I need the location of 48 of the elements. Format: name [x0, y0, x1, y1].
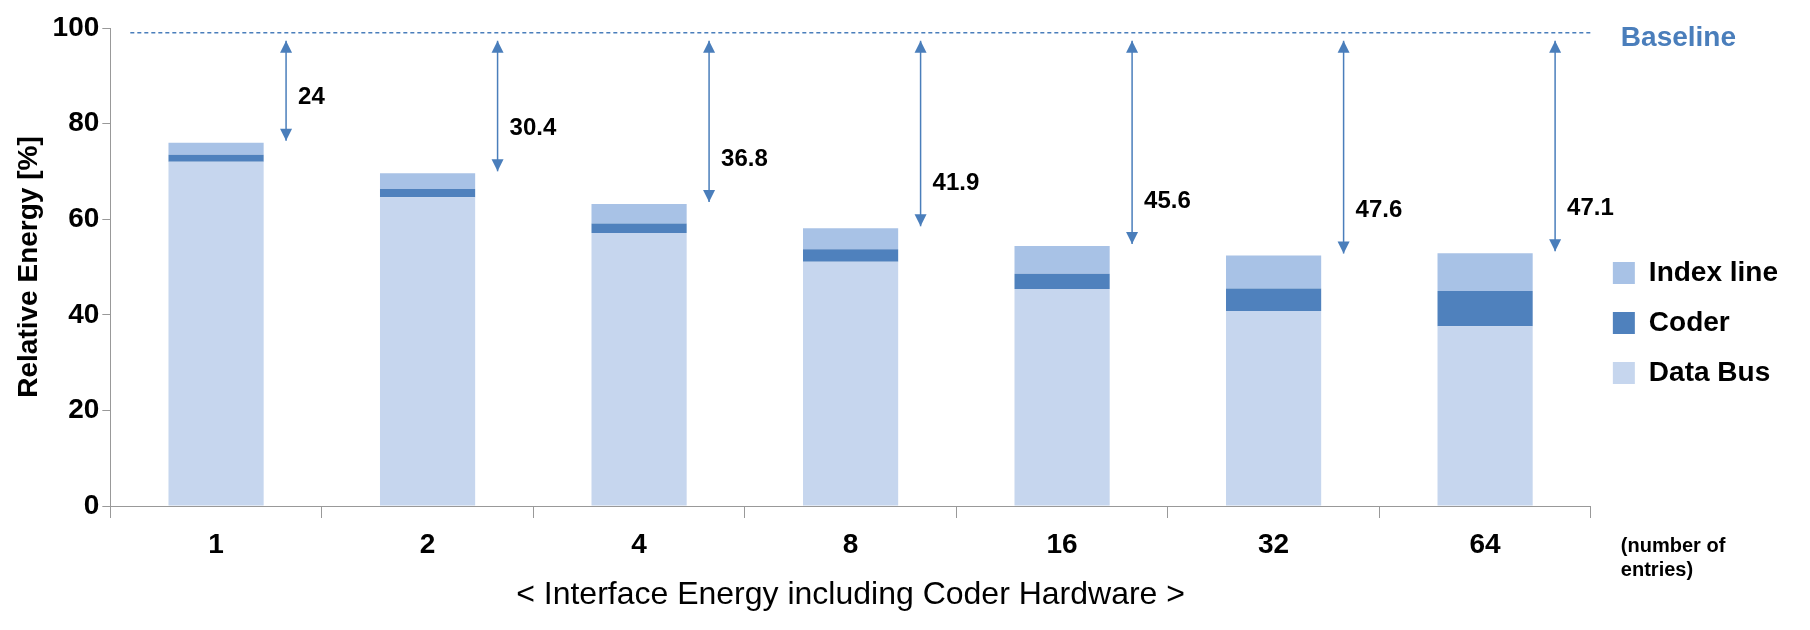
x-tick-label: 64: [1469, 527, 1502, 559]
bar: [803, 228, 899, 250]
legend-label: Data Bus: [1648, 355, 1771, 387]
annotation: 47.1: [1567, 192, 1614, 220]
legend-label: Coder: [1648, 305, 1730, 337]
bar: [168, 154, 264, 162]
x-tick-label: 4: [631, 527, 648, 559]
bar: [379, 173, 476, 190]
y-tick-label: 20: [68, 393, 100, 425]
bar: [1437, 326, 1533, 506]
bar: [1226, 288, 1322, 311]
x-tick-label: 8: [842, 527, 859, 559]
bar: [168, 161, 264, 506]
bar: [1014, 288, 1110, 506]
x-tick-label: 32: [1258, 527, 1290, 559]
annotation: 24: [298, 82, 326, 110]
bar: [591, 223, 687, 234]
annotation: 45.6: [1144, 185, 1191, 213]
bar: [1226, 310, 1322, 506]
bar: [379, 189, 476, 198]
bar: [1014, 245, 1110, 274]
x-tick-label: 16: [1046, 527, 1078, 559]
bar: [803, 261, 899, 506]
bar: [591, 233, 687, 506]
bar: [1437, 253, 1533, 291]
bar: [803, 249, 899, 262]
bar: [168, 142, 264, 155]
bar: [379, 197, 476, 506]
y-tick-label: 60: [68, 201, 100, 233]
annotation: 36.8: [721, 143, 768, 171]
bar: [591, 203, 687, 224]
y-tick-label: 40: [68, 297, 100, 329]
x-tick-label: 2: [419, 527, 436, 559]
bar: [1014, 273, 1110, 289]
y-tick-label: 0: [83, 488, 100, 520]
y-axis-title: Relative Energy [%]: [11, 136, 43, 398]
bar: [1226, 255, 1322, 289]
x-axis-title: < Interface Energy including Coder Hardware >: [516, 574, 1185, 611]
annotation: 47.6: [1355, 195, 1403, 223]
annotation: 30.4: [509, 112, 557, 140]
bar: [1437, 290, 1533, 327]
y-tick-label: 80: [68, 106, 100, 138]
x-tick-label: 1: [208, 527, 224, 559]
y-tick-label: 100: [52, 10, 100, 42]
text: (number of entries): [1620, 533, 1726, 580]
annotation: 41.9: [932, 167, 980, 195]
legend-label: Index line: [1648, 255, 1779, 287]
ref-line-label: Baseline: [1620, 21, 1737, 53]
